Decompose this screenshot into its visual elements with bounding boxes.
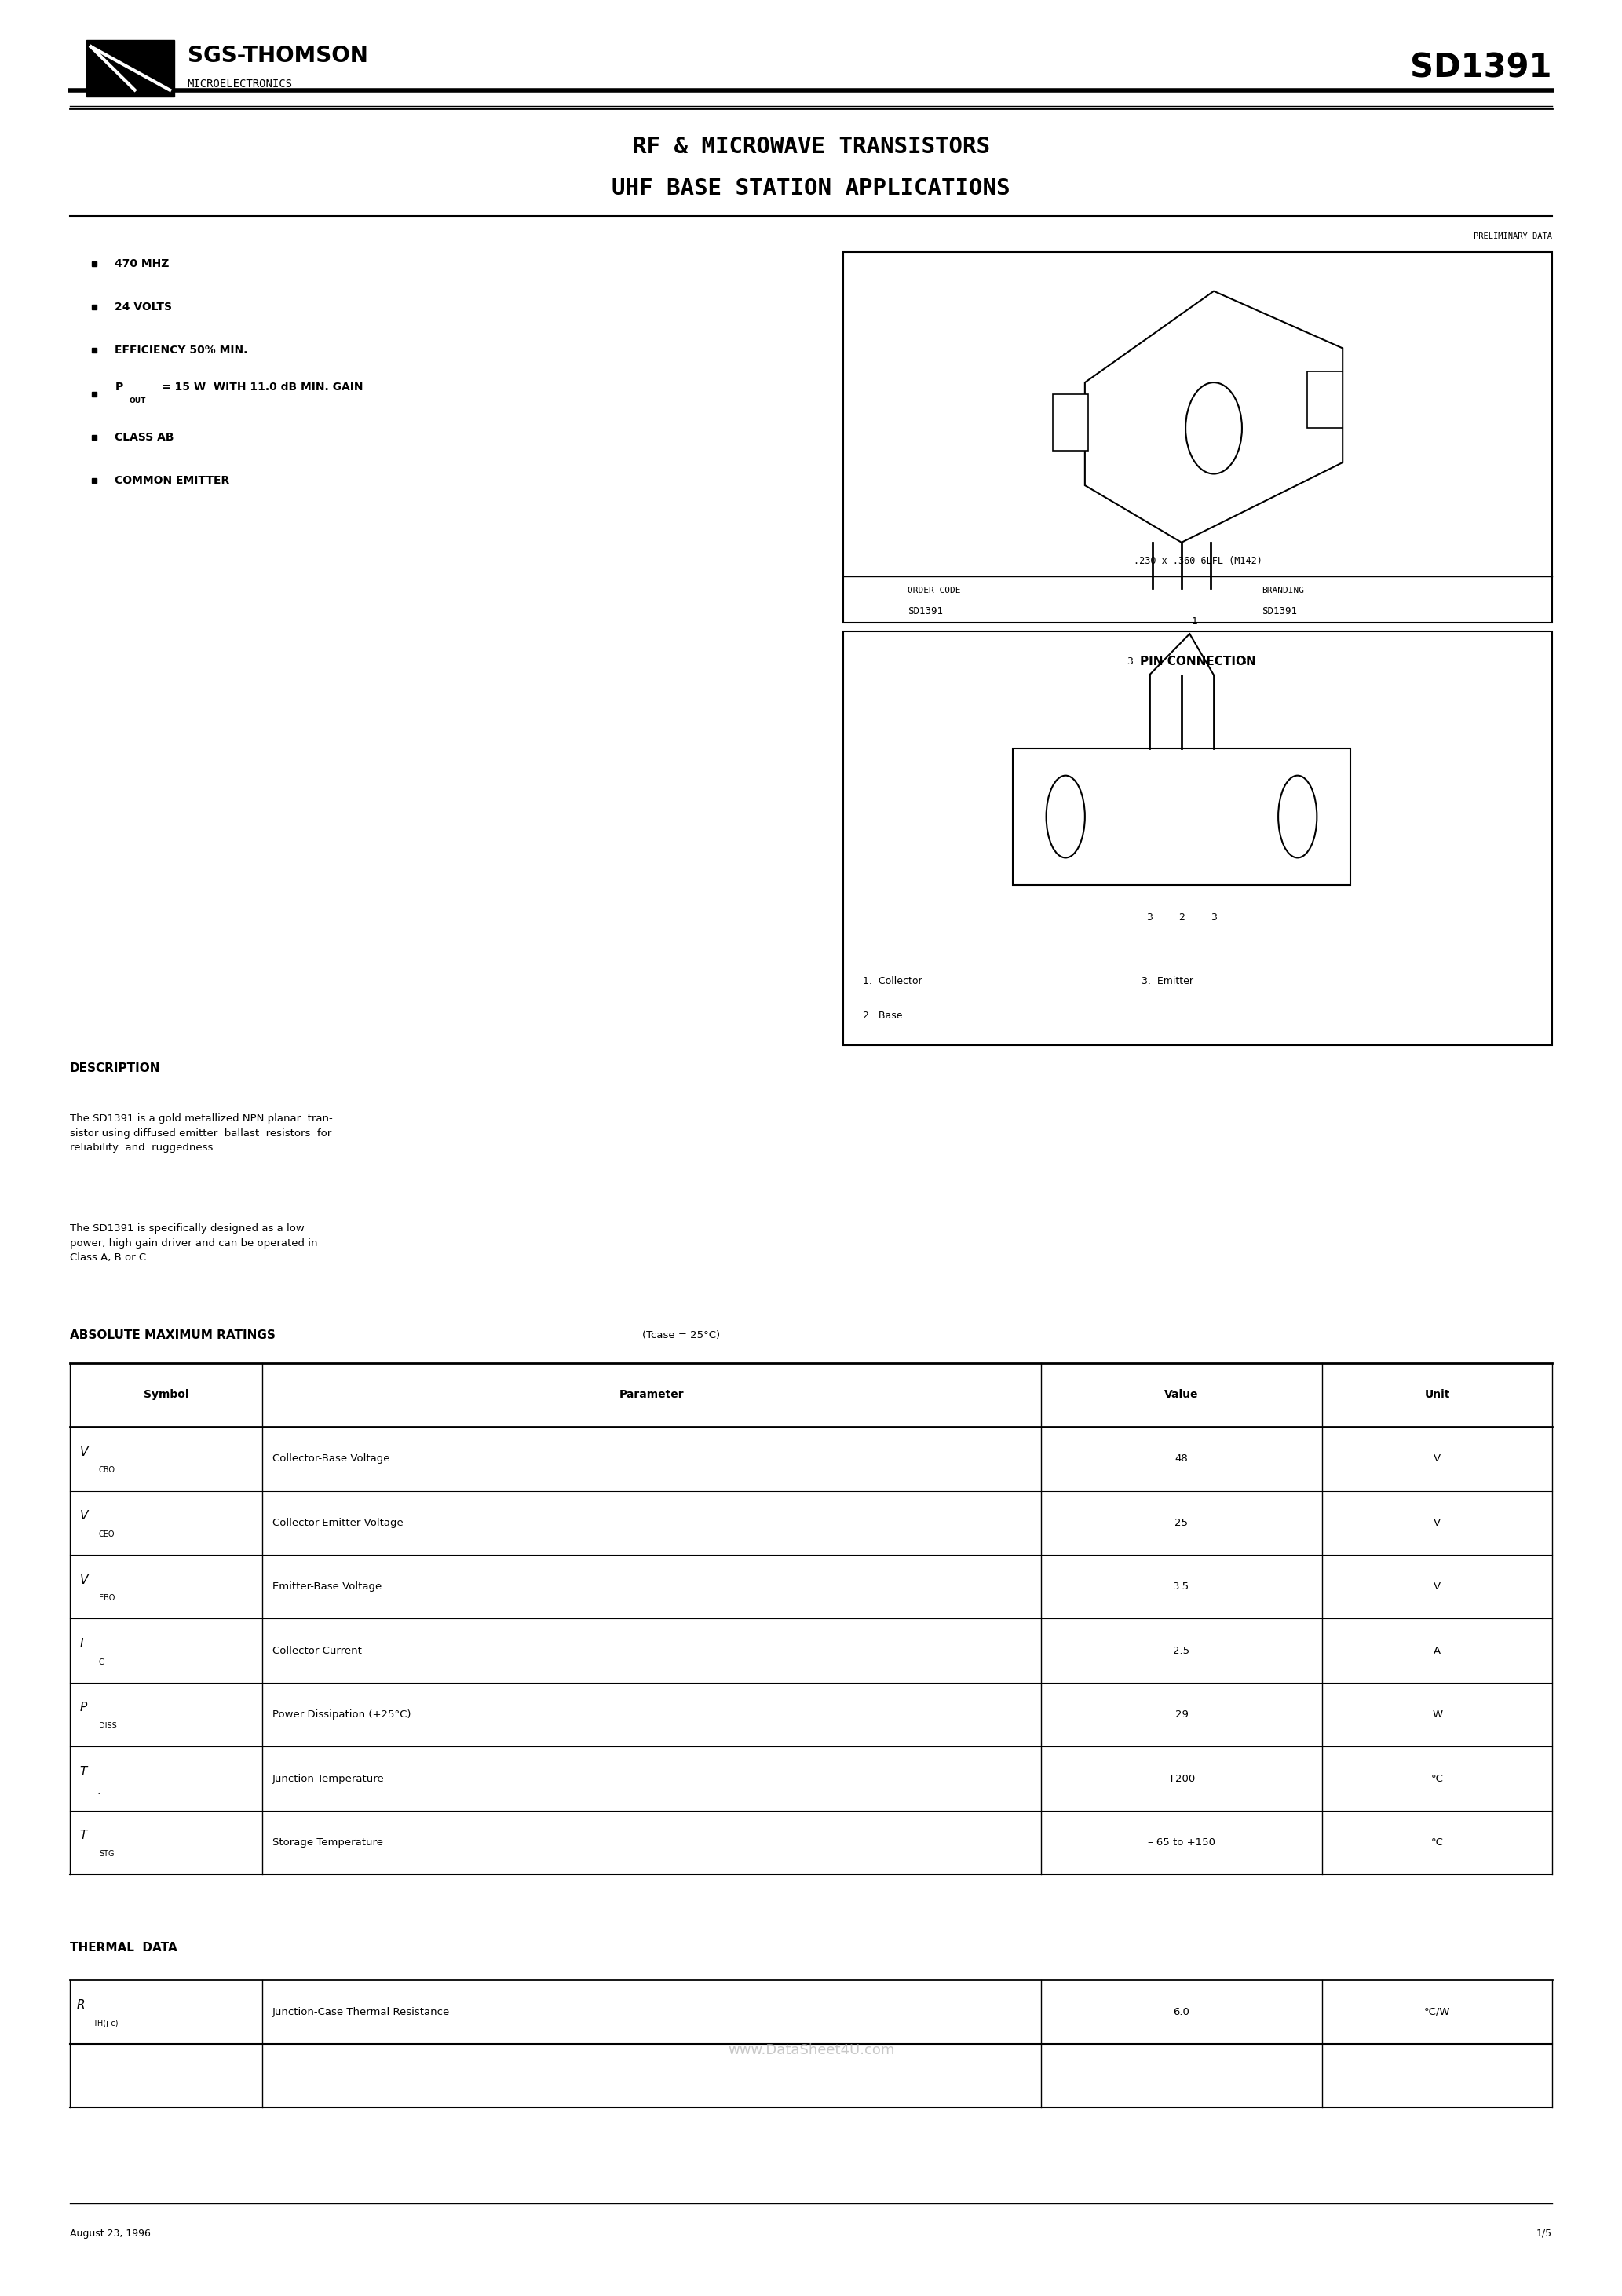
Text: °C: °C bbox=[1431, 1837, 1444, 1848]
Text: 3: 3 bbox=[1127, 657, 1134, 666]
Text: EBO: EBO bbox=[99, 1593, 115, 1603]
Text: MICROELECTRONICS: MICROELECTRONICS bbox=[188, 78, 292, 90]
Text: TH(j-c): TH(j-c) bbox=[92, 2018, 118, 2027]
Text: SD1391: SD1391 bbox=[1411, 53, 1552, 85]
Text: PRELIMINARY DATA: PRELIMINARY DATA bbox=[1474, 232, 1552, 241]
Text: 1.  Collector: 1. Collector bbox=[863, 976, 921, 987]
Text: 3: 3 bbox=[1210, 912, 1216, 923]
Text: +200: +200 bbox=[1168, 1773, 1195, 1784]
Text: UHF BASE STATION APPLICATIONS: UHF BASE STATION APPLICATIONS bbox=[611, 177, 1011, 200]
Text: DESCRIPTION: DESCRIPTION bbox=[70, 1063, 161, 1075]
Text: Collector Current: Collector Current bbox=[272, 1646, 362, 1655]
Text: SD1391: SD1391 bbox=[1262, 606, 1298, 615]
Text: P: P bbox=[79, 1701, 88, 1713]
Text: °C/W: °C/W bbox=[1424, 2007, 1450, 2016]
Text: 29: 29 bbox=[1174, 1711, 1189, 1720]
Text: = 15 W  WITH 11.0 dB MIN. GAIN: = 15 W WITH 11.0 dB MIN. GAIN bbox=[162, 381, 363, 393]
Text: 2.5: 2.5 bbox=[1173, 1646, 1191, 1655]
Text: Parameter: Parameter bbox=[620, 1389, 684, 1401]
Text: The SD1391 is specifically designed as a low
power, high gain driver and can be : The SD1391 is specifically designed as a… bbox=[70, 1224, 318, 1263]
Text: P: P bbox=[115, 381, 123, 393]
Bar bbox=[86, 39, 175, 96]
Text: Collector-Base Voltage: Collector-Base Voltage bbox=[272, 1453, 389, 1465]
Text: OUT: OUT bbox=[130, 397, 146, 404]
Text: 2.  Base: 2. Base bbox=[863, 1010, 902, 1019]
Text: SGS-THOMSON: SGS-THOMSON bbox=[188, 44, 368, 67]
Text: Unit: Unit bbox=[1424, 1389, 1450, 1401]
Text: 3: 3 bbox=[1239, 657, 1246, 666]
Text: PIN CONNECTION: PIN CONNECTION bbox=[1140, 654, 1255, 668]
Text: 3.  Emitter: 3. Emitter bbox=[1142, 976, 1194, 987]
Text: Junction-Case Thermal Resistance: Junction-Case Thermal Resistance bbox=[272, 2007, 449, 2016]
Bar bbox=[1053, 395, 1088, 450]
Text: RF & MICROWAVE TRANSISTORS: RF & MICROWAVE TRANSISTORS bbox=[633, 135, 989, 158]
Text: C: C bbox=[99, 1658, 104, 1667]
Bar bbox=[1012, 748, 1351, 886]
Text: 1/5: 1/5 bbox=[1536, 2229, 1552, 2239]
Text: V: V bbox=[79, 1511, 88, 1522]
Text: 2: 2 bbox=[1179, 912, 1184, 923]
Text: T: T bbox=[79, 1766, 88, 1777]
Text: A: A bbox=[1434, 1646, 1440, 1655]
Text: V: V bbox=[1434, 1453, 1440, 1465]
Text: Storage Temperature: Storage Temperature bbox=[272, 1837, 383, 1848]
Text: W: W bbox=[1432, 1711, 1442, 1720]
Text: R: R bbox=[76, 2000, 84, 2011]
Text: V: V bbox=[79, 1446, 88, 1458]
Text: Symbol: Symbol bbox=[144, 1389, 188, 1401]
Text: °C: °C bbox=[1431, 1773, 1444, 1784]
Text: 470 MHZ: 470 MHZ bbox=[115, 257, 169, 269]
Text: Junction Temperature: Junction Temperature bbox=[272, 1773, 384, 1784]
Text: 25: 25 bbox=[1174, 1518, 1189, 1527]
Text: EFFICIENCY 50% MIN.: EFFICIENCY 50% MIN. bbox=[115, 344, 248, 356]
Text: www.DataSheet4U.com: www.DataSheet4U.com bbox=[728, 2043, 894, 2057]
Text: (Tcase = 25°C): (Tcase = 25°C) bbox=[642, 1329, 720, 1341]
Text: CLASS AB: CLASS AB bbox=[115, 432, 174, 443]
Text: J: J bbox=[99, 1786, 101, 1793]
Bar bbox=[843, 253, 1552, 622]
Text: 48: 48 bbox=[1174, 1453, 1189, 1465]
Text: The SD1391 is a gold metallized NPN planar  tran-
sistor using diffused emitter : The SD1391 is a gold metallized NPN plan… bbox=[70, 1114, 333, 1153]
Text: 3: 3 bbox=[1147, 912, 1152, 923]
Text: ORDER CODE: ORDER CODE bbox=[908, 585, 960, 595]
Text: T: T bbox=[79, 1830, 88, 1841]
Text: 1: 1 bbox=[1191, 618, 1197, 627]
Text: STG: STG bbox=[99, 1851, 114, 1857]
Bar bbox=[843, 631, 1552, 1045]
Text: 3.5: 3.5 bbox=[1173, 1582, 1191, 1591]
Text: SD1391: SD1391 bbox=[908, 606, 942, 615]
Text: BRANDING: BRANDING bbox=[1262, 585, 1304, 595]
Text: Emitter-Base Voltage: Emitter-Base Voltage bbox=[272, 1582, 381, 1591]
Text: .230 x .360 6LFL (M142): .230 x .360 6LFL (M142) bbox=[1134, 556, 1262, 565]
Text: COMMON EMITTER: COMMON EMITTER bbox=[115, 475, 230, 487]
Text: CEO: CEO bbox=[99, 1529, 115, 1538]
Text: 6.0: 6.0 bbox=[1173, 2007, 1191, 2016]
Text: Power Dissipation (+25°C): Power Dissipation (+25°C) bbox=[272, 1711, 410, 1720]
Text: CBO: CBO bbox=[99, 1467, 115, 1474]
Text: V: V bbox=[1434, 1518, 1440, 1527]
Text: THERMAL  DATA: THERMAL DATA bbox=[70, 1942, 177, 1954]
Text: V: V bbox=[79, 1575, 88, 1587]
Text: V: V bbox=[1434, 1582, 1440, 1591]
Text: 24 VOLTS: 24 VOLTS bbox=[115, 301, 172, 312]
Text: – 65 to +150: – 65 to +150 bbox=[1148, 1837, 1215, 1848]
Text: ABSOLUTE MAXIMUM RATINGS: ABSOLUTE MAXIMUM RATINGS bbox=[70, 1329, 276, 1341]
Text: I: I bbox=[79, 1637, 83, 1651]
Text: Collector-Emitter Voltage: Collector-Emitter Voltage bbox=[272, 1518, 404, 1527]
Bar bbox=[1307, 372, 1343, 427]
Text: Value: Value bbox=[1165, 1389, 1199, 1401]
Text: August 23, 1996: August 23, 1996 bbox=[70, 2229, 151, 2239]
Text: DISS: DISS bbox=[99, 1722, 117, 1731]
